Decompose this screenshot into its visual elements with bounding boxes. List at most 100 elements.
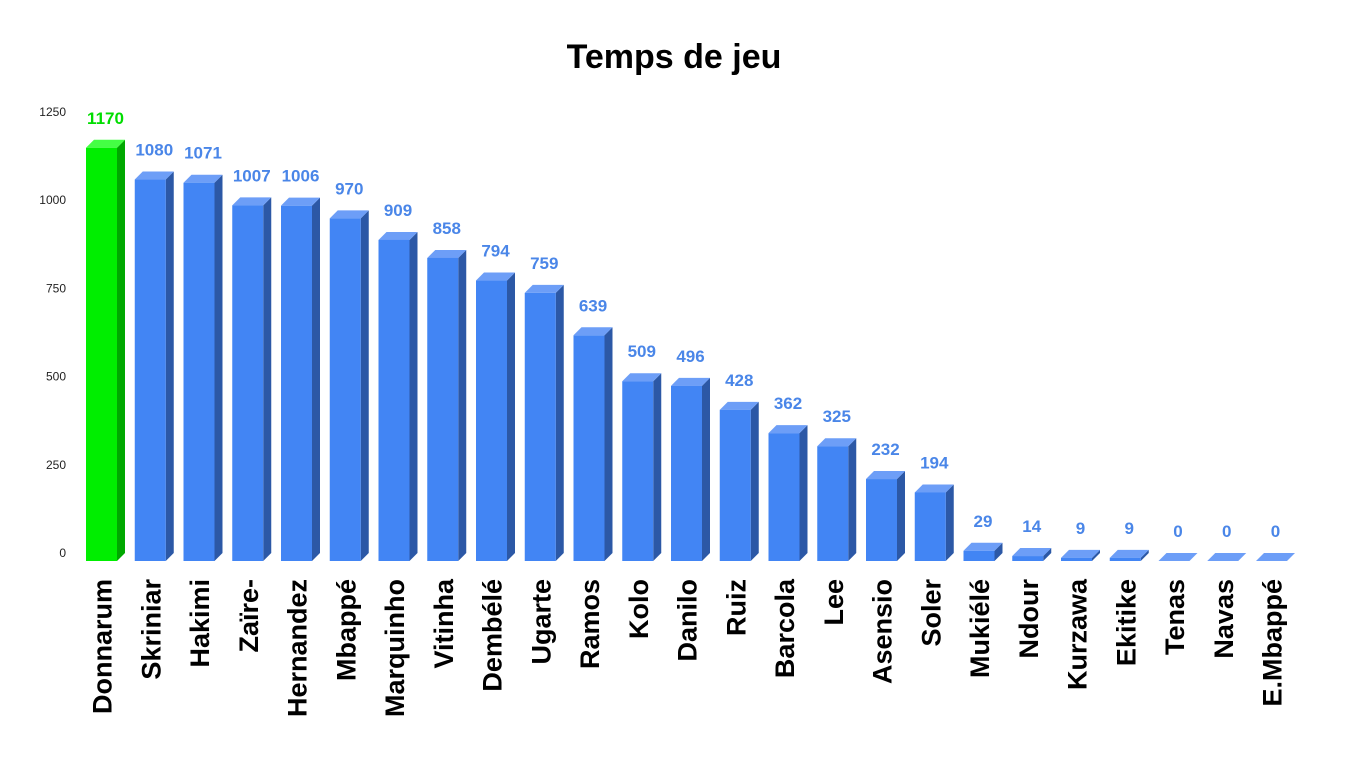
- category-label: Soler: [916, 579, 946, 647]
- y-axis: 0 250 500 750 1000 1250: [39, 105, 66, 560]
- value-label: 909: [384, 201, 412, 220]
- bar-side: [165, 171, 174, 561]
- bar-side: [507, 272, 515, 561]
- value-label: 759: [530, 254, 558, 273]
- bar-top: [281, 197, 320, 206]
- bar-side: [945, 484, 954, 561]
- bars-group: [86, 139, 1295, 562]
- category-labels-group: Donnarum Skriniar Hakimi Zaïre- Hernandez Mba…: [88, 578, 1288, 717]
- bar-front: [183, 182, 215, 562]
- bar-front: [622, 381, 654, 561]
- bar-front: [427, 257, 459, 561]
- y-tick-label: 0: [59, 546, 66, 560]
- bar: [817, 438, 857, 561]
- value-label: 0: [1173, 522, 1182, 541]
- y-tick-label: 1000: [39, 193, 66, 207]
- bar-top: [622, 373, 662, 382]
- value-label: 9: [1125, 519, 1134, 538]
- category-label: Donnarum: [88, 579, 118, 714]
- bar-front: [232, 205, 264, 561]
- bar-top: [232, 197, 272, 206]
- bar: [719, 401, 759, 561]
- bar-front: [963, 550, 995, 561]
- bar-side: [263, 197, 272, 561]
- value-label: 1006: [282, 167, 320, 186]
- value-label: 29: [974, 512, 993, 531]
- bar-side: [1140, 549, 1149, 561]
- category-label: Hernandez: [283, 579, 313, 717]
- bar-top: [963, 542, 1003, 551]
- bar-top: [524, 284, 564, 293]
- bar-top: [1256, 553, 1295, 561]
- bar-side: [653, 373, 662, 561]
- category-label: Tenas: [1160, 579, 1190, 655]
- value-label: 14: [1022, 517, 1041, 536]
- bar-front: [281, 205, 312, 562]
- value-label: 9: [1076, 519, 1085, 538]
- bar: [476, 272, 515, 561]
- bar-front: [1061, 557, 1092, 561]
- category-label: Ramos: [575, 579, 605, 669]
- value-label: 794: [481, 242, 510, 261]
- bar-front: [1109, 557, 1141, 561]
- bar-front: [134, 179, 166, 561]
- bar-side: [750, 401, 759, 561]
- bar: [281, 197, 320, 562]
- bar: [1012, 548, 1052, 561]
- value-label: 1071: [184, 144, 222, 163]
- bar: [768, 425, 808, 561]
- bar-top: [719, 401, 759, 410]
- bar-top: [1109, 549, 1149, 558]
- bar: [232, 197, 272, 561]
- bar-top: [866, 471, 905, 480]
- bar-top: [183, 174, 223, 183]
- value-label: 1170: [87, 109, 124, 128]
- bar-side: [604, 327, 613, 561]
- bar: [914, 484, 954, 561]
- category-label: Mukiélé: [965, 579, 995, 678]
- value-label: 362: [774, 394, 802, 413]
- bar-front: [86, 147, 117, 562]
- bar-front: [524, 292, 556, 561]
- y-tick-label: 250: [46, 458, 66, 472]
- bar: [1207, 553, 1247, 561]
- category-label: Lee: [819, 579, 849, 626]
- bar: [866, 471, 905, 561]
- bar-front: [719, 409, 751, 561]
- category-label: Barcola: [770, 578, 800, 678]
- bar-side: [1092, 549, 1100, 561]
- bar-top: [1061, 549, 1100, 558]
- bar-front: [329, 218, 361, 561]
- bar-front: [817, 446, 849, 561]
- category-label: Ugarte: [526, 579, 556, 665]
- category-label: Dembélé: [478, 579, 508, 692]
- category-label: Marquinho: [380, 579, 410, 717]
- bar-side: [117, 139, 125, 562]
- bar-side: [897, 471, 905, 561]
- bar-top: [1158, 553, 1198, 561]
- bar-side: [848, 438, 857, 561]
- value-label: 1080: [135, 141, 173, 160]
- bar-side: [360, 210, 369, 561]
- bar-top: [671, 377, 710, 386]
- bar-side: [458, 249, 467, 561]
- category-label: Kolo: [624, 579, 654, 639]
- bar: [963, 542, 1003, 561]
- bar-side: [994, 542, 1003, 561]
- category-label: Hakimi: [185, 579, 215, 668]
- bar-top: [914, 484, 954, 493]
- value-label: 639: [579, 296, 607, 315]
- bar-front: [573, 335, 605, 561]
- bar-top: [134, 171, 174, 180]
- category-label: Navas: [1209, 579, 1239, 659]
- bar-front: [866, 479, 897, 561]
- bar-top: [427, 249, 467, 258]
- chart-title: Temps de jeu: [566, 38, 782, 76]
- bar: [378, 231, 418, 561]
- bar-top: [817, 438, 857, 447]
- bar: [329, 210, 369, 561]
- bar-top: [768, 425, 808, 434]
